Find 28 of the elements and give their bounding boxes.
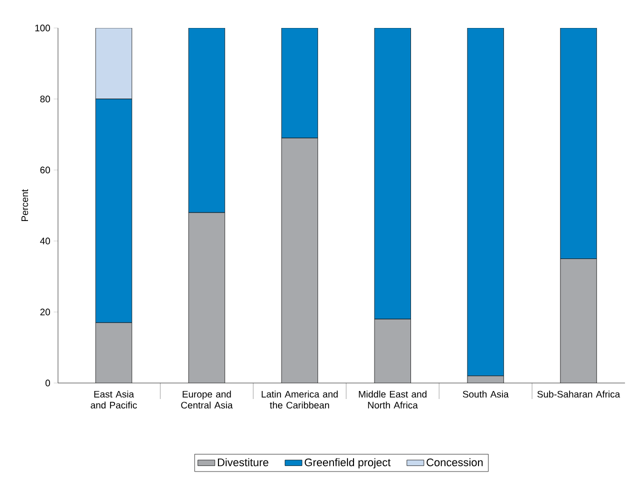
x-tick-label: Middle East and North Africa bbox=[358, 390, 426, 409]
bar bbox=[467, 28, 504, 376]
x-tick-label: Europe and Central Asia bbox=[181, 390, 233, 409]
bar bbox=[95, 98, 132, 323]
bar bbox=[282, 138, 318, 383]
bar bbox=[374, 319, 411, 383]
y-tick-label: 100 bbox=[35, 24, 50, 32]
x-tick-label: East Asia and Pacific bbox=[90, 390, 137, 409]
y-tick-label: 0 bbox=[46, 380, 50, 386]
legend-label: Divestiture bbox=[218, 458, 268, 466]
y-tick-label: 20 bbox=[40, 308, 50, 316]
bar bbox=[188, 28, 226, 213]
bar bbox=[188, 212, 225, 383]
bar bbox=[560, 28, 597, 259]
bar bbox=[467, 376, 504, 383]
legend-label: Greenfield project bbox=[304, 458, 391, 468]
bar bbox=[96, 322, 132, 383]
bar bbox=[374, 28, 411, 320]
x-tick-label: Latin America and the Caribbean bbox=[262, 390, 338, 409]
y-axis-title: Percent bbox=[21, 189, 28, 222]
y-tick-label: 80 bbox=[40, 96, 50, 102]
x-tick-label: Sub-Saharan Africa bbox=[537, 390, 620, 398]
y-tick-label: 60 bbox=[40, 166, 50, 174]
y-tick-label: 40 bbox=[40, 238, 50, 244]
bar bbox=[281, 28, 318, 138]
x-tick-label: South Asia bbox=[462, 390, 509, 398]
legend-label: Concession bbox=[426, 458, 483, 466]
bar bbox=[560, 258, 597, 383]
